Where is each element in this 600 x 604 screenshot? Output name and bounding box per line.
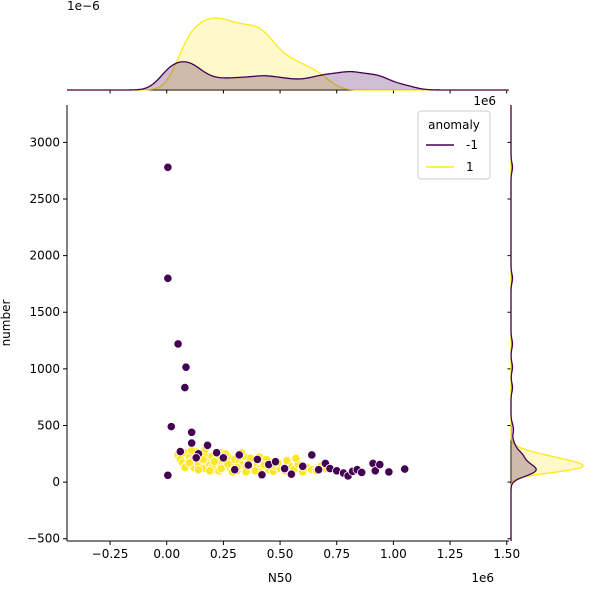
scatter-point-anomaly <box>270 457 281 467</box>
scatter-point-normal <box>205 466 215 476</box>
scatter-point-normal <box>282 455 292 466</box>
scatter-point-normal <box>209 457 219 467</box>
right-kde-line--1 <box>510 105 537 541</box>
scatter-point-anomaly <box>175 446 185 457</box>
scatter-point-anomaly <box>173 339 183 349</box>
legend-label: 1 <box>466 160 474 174</box>
scatter-point-anomaly <box>187 427 197 437</box>
y-tick-label: 3000 <box>29 135 60 149</box>
x-tick-label: 1.50 <box>493 547 520 561</box>
scatter-point-anomaly <box>384 467 394 477</box>
x-axis-label: N50 <box>268 571 292 585</box>
scatter-point-anomaly <box>163 470 173 480</box>
x-tick-label: 0.00 <box>153 547 180 561</box>
scatter-point-anomaly <box>181 362 191 372</box>
scatter-point-normal <box>184 458 194 468</box>
scatter-point-anomaly <box>230 465 240 475</box>
main-axes <box>63 105 509 545</box>
x-axis-offset-label: 1e6 <box>471 571 494 585</box>
scatter-point-normal <box>223 459 233 469</box>
y-axis-label: number <box>0 300 13 347</box>
y-tick-label: 2000 <box>29 249 60 263</box>
scatter-point-anomaly <box>218 453 228 463</box>
scatter-point-anomaly <box>163 273 173 283</box>
x-tick-label: −0.25 <box>92 547 129 561</box>
x-tick-label: 1.00 <box>380 547 407 561</box>
scatter-point-anomaly <box>257 470 267 480</box>
x-tick-label: 0.50 <box>267 547 294 561</box>
scatter-point-anomaly <box>187 438 197 448</box>
scatter-point-anomaly <box>279 463 290 474</box>
scatter-point-anomaly <box>400 464 410 474</box>
y-tick-label: 1500 <box>29 305 60 319</box>
scatter-point-normal <box>216 463 226 474</box>
y-tick-label: −500 <box>27 532 60 546</box>
scatter-point-anomaly <box>286 469 296 479</box>
scatter-point-anomaly <box>357 467 367 478</box>
scatter-point-anomaly <box>212 448 222 458</box>
top-kde-fill-1 <box>67 18 507 90</box>
scatter-point-anomaly <box>191 453 201 463</box>
scatter-point-anomaly <box>375 459 385 470</box>
legend-title: anomaly <box>428 118 480 132</box>
y-tick-label: 1000 <box>29 362 60 376</box>
axis-labels: −0.25 0.00 0.25 0.50 0.75 1.00 1.25 1.50 −500 0 50… <box>0 0 520 585</box>
scatter-point-anomaly <box>180 382 190 393</box>
y-tick-label: 0 <box>52 475 60 489</box>
scatter-point-normal <box>291 453 301 463</box>
top-marginal-kde <box>67 17 509 94</box>
right-marginal-kde <box>507 105 584 541</box>
right-marginal-offset-label: 1e6 <box>473 94 496 108</box>
y-tick-label: 500 <box>37 418 60 432</box>
scatter-point-anomaly <box>252 454 262 465</box>
legend-label: -1 <box>466 138 478 152</box>
scatter-point-anomaly <box>234 450 244 460</box>
scatter-point-anomaly <box>202 440 213 450</box>
scatter-point-normal <box>193 465 204 475</box>
scatter-point-anomaly <box>307 450 317 460</box>
top-kde-line--1 <box>67 61 507 91</box>
scatter-points <box>163 162 410 481</box>
y-tick-label: 2500 <box>29 192 60 206</box>
top-marginal-offset-label: 1e−6 <box>67 0 100 13</box>
scatter-point-anomaly <box>298 461 308 471</box>
scatter-point-anomaly <box>166 422 176 432</box>
x-tick-label: 1.25 <box>437 547 464 561</box>
scatter-point-normal <box>250 466 260 476</box>
scatter-point-anomaly <box>370 466 380 476</box>
scatter-point-anomaly <box>163 162 173 172</box>
x-tick-label: 0.25 <box>210 547 237 561</box>
legend: anomaly -1 1 <box>417 110 491 180</box>
scatter-point-anomaly <box>243 460 253 470</box>
x-tick-label: 0.75 <box>323 547 350 561</box>
scatter-point-anomaly <box>313 465 324 475</box>
